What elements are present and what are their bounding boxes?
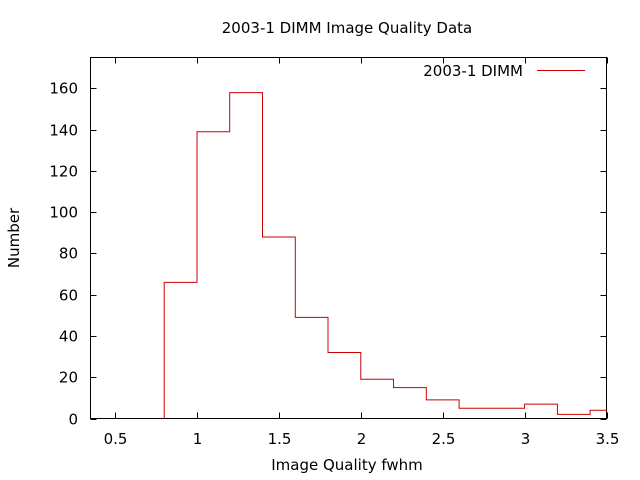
x-tick-label: 2.5 <box>432 430 456 448</box>
x-tick-label: 2 <box>357 430 367 448</box>
x-tick-label: 1 <box>193 430 203 448</box>
y-tick-label: 160 <box>49 80 78 98</box>
legend: 2003-1 DIMM <box>423 62 585 80</box>
x-tick-label: 1.5 <box>268 430 292 448</box>
y-tick-label: 120 <box>49 163 78 181</box>
y-tick-label: 60 <box>59 287 78 305</box>
y-tick-label: 80 <box>59 245 78 263</box>
axis-ticks <box>90 57 608 420</box>
y-tick-label: 40 <box>59 328 78 346</box>
y-tick-labels: 0 20 40 60 80 100 120 140 160 <box>49 80 78 429</box>
y-tick-label: 0 <box>68 411 78 429</box>
x-tick-label: 3 <box>521 430 531 448</box>
x-axis-label: Image Quality fwhm <box>271 456 423 474</box>
x-tick-label: 0.5 <box>104 430 128 448</box>
plot-area-frame <box>90 57 607 419</box>
y-tick-label: 100 <box>49 204 78 222</box>
x-tick-label: 3.5 <box>596 430 620 448</box>
legend-label: 2003-1 DIMM <box>423 62 523 80</box>
y-axis-label: Number <box>5 207 23 268</box>
y-tick-label: 140 <box>49 122 78 140</box>
chart-title: 2003-1 DIMM Image Quality Data <box>222 19 472 37</box>
y-tick-label: 20 <box>59 369 78 387</box>
x-tick-labels: 0.5 1 1.5 2 2.5 3 3.5 <box>104 430 620 448</box>
histogram-step-line <box>163 92 607 419</box>
